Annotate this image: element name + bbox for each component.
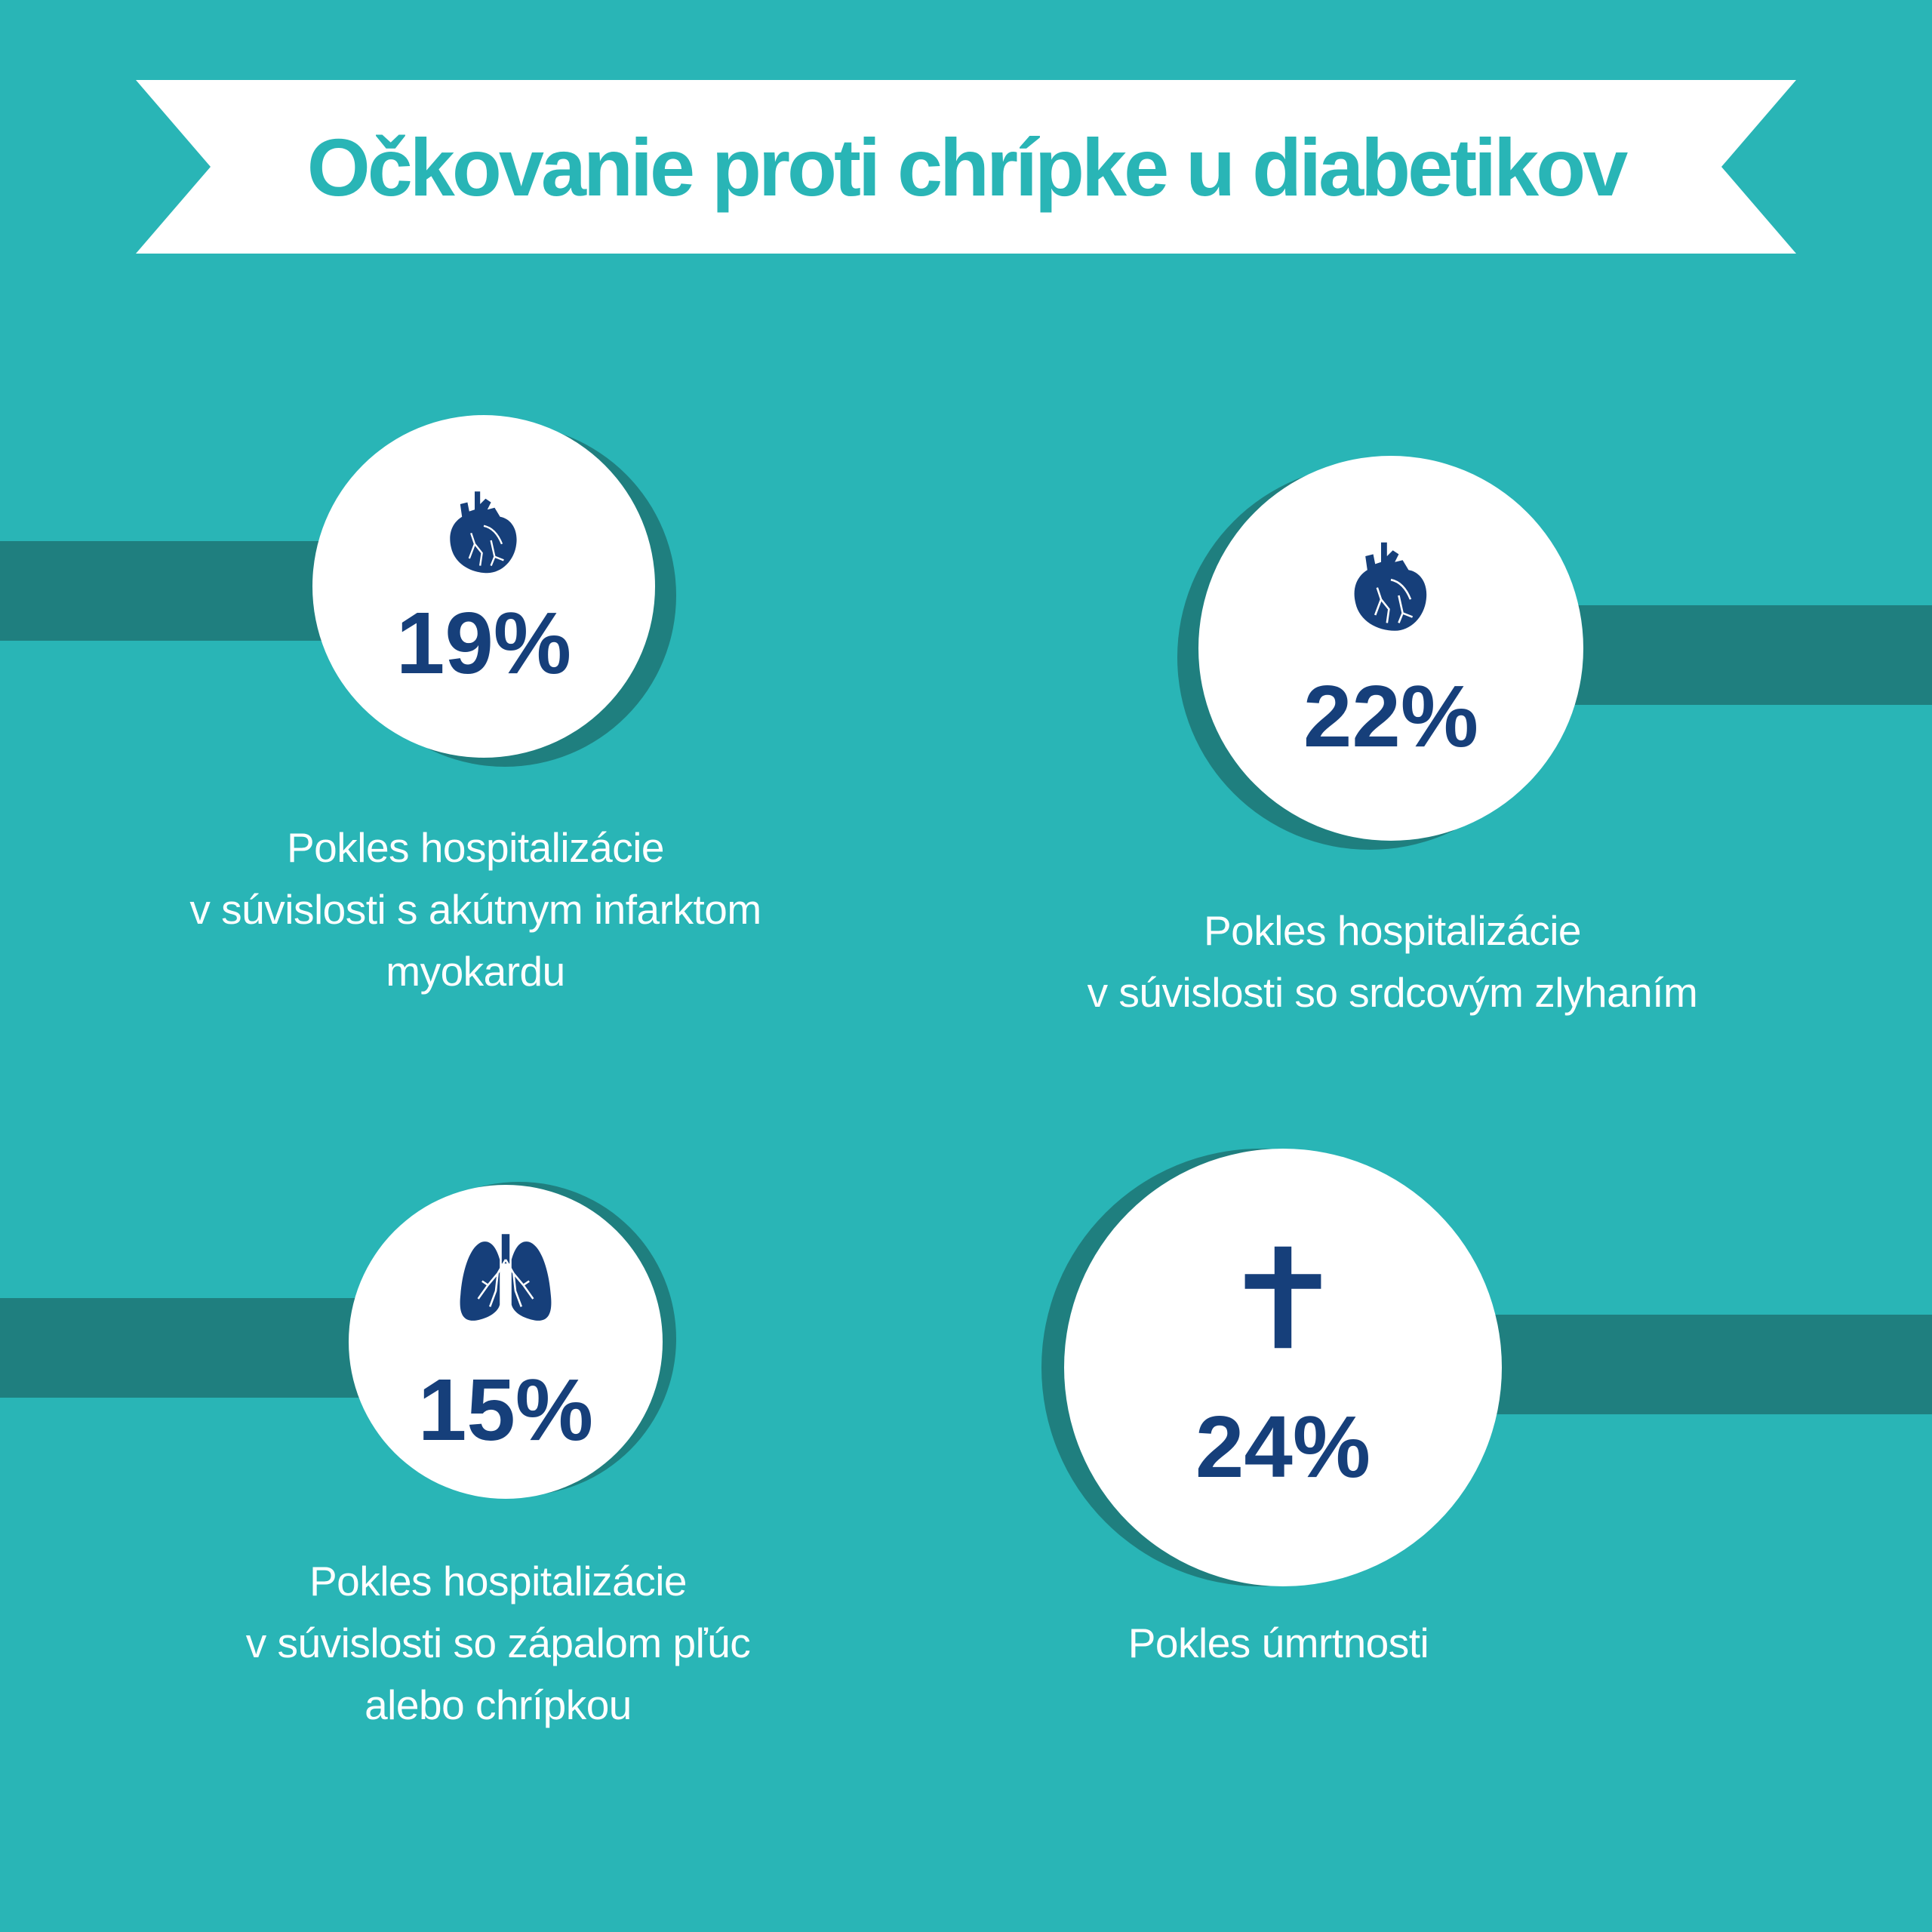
- heart-icon: [1354, 542, 1427, 631]
- stripe-2: [1555, 605, 1932, 705]
- stat-value-2: 22%: [1303, 667, 1479, 765]
- title-banner: [136, 80, 1796, 254]
- stripe-1: [0, 541, 332, 641]
- stat-caption-3: Pokles hospitalizácie v súvislosti so zá…: [245, 1558, 751, 1728]
- stat-value-1: 19%: [395, 594, 572, 692]
- stat-circle-1: 19%: [312, 415, 655, 758]
- cross-icon: [1244, 1246, 1321, 1349]
- page-title: Očkovanie proti chrípke u diabetikov: [306, 121, 1629, 213]
- lungs-icon: [460, 1234, 552, 1321]
- stat-circle-4: 24%: [1064, 1149, 1502, 1586]
- stat-value-4: 24%: [1195, 1398, 1371, 1496]
- stat-caption-4: Pokles úmrtnosti: [1128, 1620, 1429, 1666]
- stat-caption-1: Pokles hospitalizácie v súvislosti s akú…: [189, 824, 761, 995]
- stat-circle-3: 15%: [349, 1185, 663, 1499]
- stat-circle-2: 22%: [1198, 456, 1583, 841]
- heart-icon: [450, 491, 517, 574]
- stat-caption-2: Pokles hospitalizácie v súvislosti so sr…: [1087, 907, 1698, 1016]
- stat-value-3: 15%: [417, 1361, 594, 1459]
- stripe-3: [0, 1298, 362, 1398]
- stripe-4: [1479, 1315, 1932, 1414]
